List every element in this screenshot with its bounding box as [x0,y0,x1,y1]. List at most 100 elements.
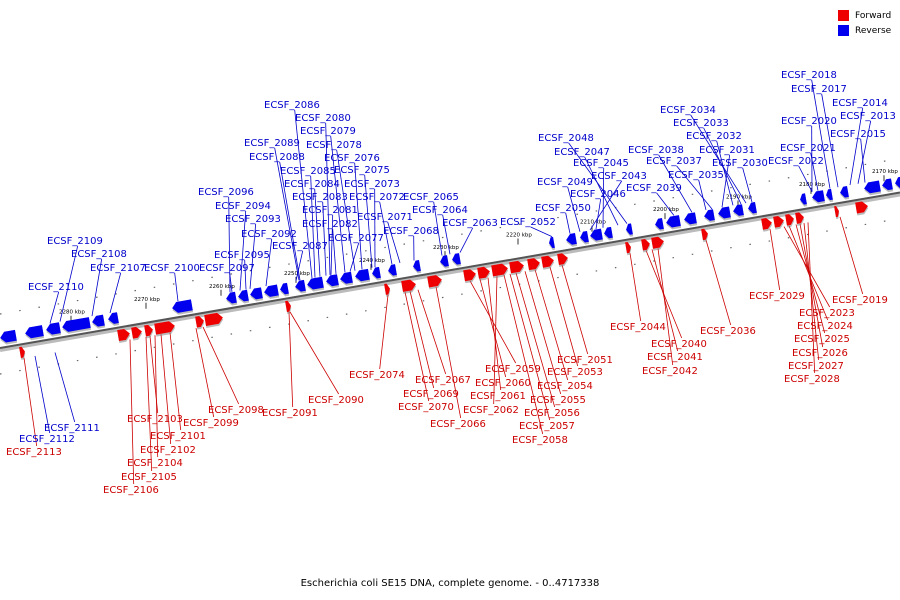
leader-line [354,162,363,270]
forward-gene-arrow [384,283,391,297]
gene-label: ECSF_2057 [519,421,575,432]
forward-gene-arrow [204,312,224,328]
axis-tick-label: 2240 kbp [359,258,385,264]
reverse-gene-arrow [684,212,698,227]
leader-line [379,294,389,370]
forward-swatch [838,10,849,21]
leader-line [274,147,300,281]
gene-label: ECSF_2112 [19,434,75,445]
gene-label: ECSF_2017 [791,84,847,95]
gene-label: ECSF_2049 [537,177,593,188]
reverse-gene-arrow [895,176,900,191]
gene-label: ECSF_2086 [264,100,320,111]
reverse-gene-arrow [452,253,462,267]
leader-line [409,291,435,389]
leader-line [129,339,135,485]
gene-label: ECSF_2044 [610,322,666,333]
axis-tick-label: 2210 kbp [580,220,606,226]
gene-label: ECSF_2067 [415,375,471,386]
gene-label: ECSF_2027 [788,361,844,372]
gene-label: ECSF_2036 [700,326,756,337]
leader-line [807,222,816,374]
gene-label: ECSF_2063 [442,218,498,229]
reverse-gene-arrow [590,228,604,243]
reverse-gene-arrow [812,190,826,205]
leader-line [509,273,551,421]
gene-label: ECSF_2055 [530,395,586,406]
gene-label: ECSF_2106 [103,485,159,496]
gene-label: ECSF_2108 [71,249,127,260]
reverse-gene-arrow [355,268,371,284]
forward-gene-arrow [527,258,541,273]
reverse-gene-arrow [626,223,634,237]
reverse-gene-arrow [566,233,578,247]
leader-line [336,149,356,271]
forward-gene-arrow [651,236,665,251]
leader-line [325,122,331,275]
leader-line [799,223,824,348]
leader-line [524,271,562,395]
reverse-gene-arrow [264,284,280,299]
leader-line [174,272,179,302]
gene-label: ECSF_2024 [797,321,853,332]
reverse-gene-arrow [238,289,250,304]
reverse-gene-arrow [62,317,92,334]
leader-line [629,253,642,322]
axis-tick-label: 2200 kbp [653,207,679,213]
reverse-gene-arrow [372,266,382,281]
forward-gene-arrow [144,324,154,339]
forward-gene-arrow [427,275,443,290]
leader-line [239,210,247,291]
forward-gene-arrow [509,260,525,276]
legend: Forward Reverse [838,8,891,38]
reverse-gene-arrow [92,314,106,329]
leader-line [493,276,498,405]
forward-gene-arrow [117,328,131,343]
leader-line [442,214,451,255]
axis-tick-label: 2260 kbp [209,284,235,290]
gene-label: ECSF_2113 [6,447,62,458]
gene-label: ECSF_2087 [272,241,328,252]
gene-label: ECSF_2081 [302,205,358,216]
gene-label: ECSF_2058 [512,435,568,446]
axis-tick-label: 2230 kbp [433,245,459,251]
gene-label: ECSF_2043 [591,171,647,182]
reverse-gene-arrow [340,271,354,286]
leader-line [565,212,571,234]
leader-line [249,223,257,289]
leader-line [788,225,829,321]
gene-arrows [0,176,900,360]
reverse-gene-arrow [226,291,238,306]
forward-gene-arrow [761,218,773,232]
gene-label: ECSF_2013 [840,111,896,122]
gene-label: ECSF_2079 [300,126,356,137]
gene-label: ECSF_2100 [144,263,200,274]
leader-line [54,352,76,423]
gene-label: ECSF_2022 [768,156,824,167]
reverse-swatch [838,25,849,36]
legend-item-forward: Forward [838,8,891,23]
gene-label: ECSF_2041 [647,352,703,363]
gene-label: ECSF_2031 [699,145,755,156]
leader-line [364,174,373,268]
reverse-gene-arrow [326,274,340,289]
gene-label: ECSF_2091 [262,408,318,419]
gene-label: ECSF_2039 [626,183,682,194]
leader-line [154,335,159,458]
gene-label: ECSF_2065 [403,192,459,203]
leader-line [229,272,233,292]
leader-line [145,336,153,472]
gene-label: ECSF_2061 [470,391,526,402]
reverse-gene-arrow [440,255,450,269]
gene-label: ECSF_2088 [249,152,305,163]
leader-line [379,201,393,265]
leader-line [387,221,401,263]
gene-label: ECSF_2097 [199,263,255,274]
forward-gene-arrow [491,263,509,279]
reverse-gene-arrow [733,204,745,218]
gene-label: ECSF_2094 [215,201,271,212]
genome-caption: Escherichia coli SE15 DNA, complete geno… [300,578,600,589]
gene-label: ECSF_2018 [781,70,837,81]
reverse-gene-arrow [840,186,850,200]
